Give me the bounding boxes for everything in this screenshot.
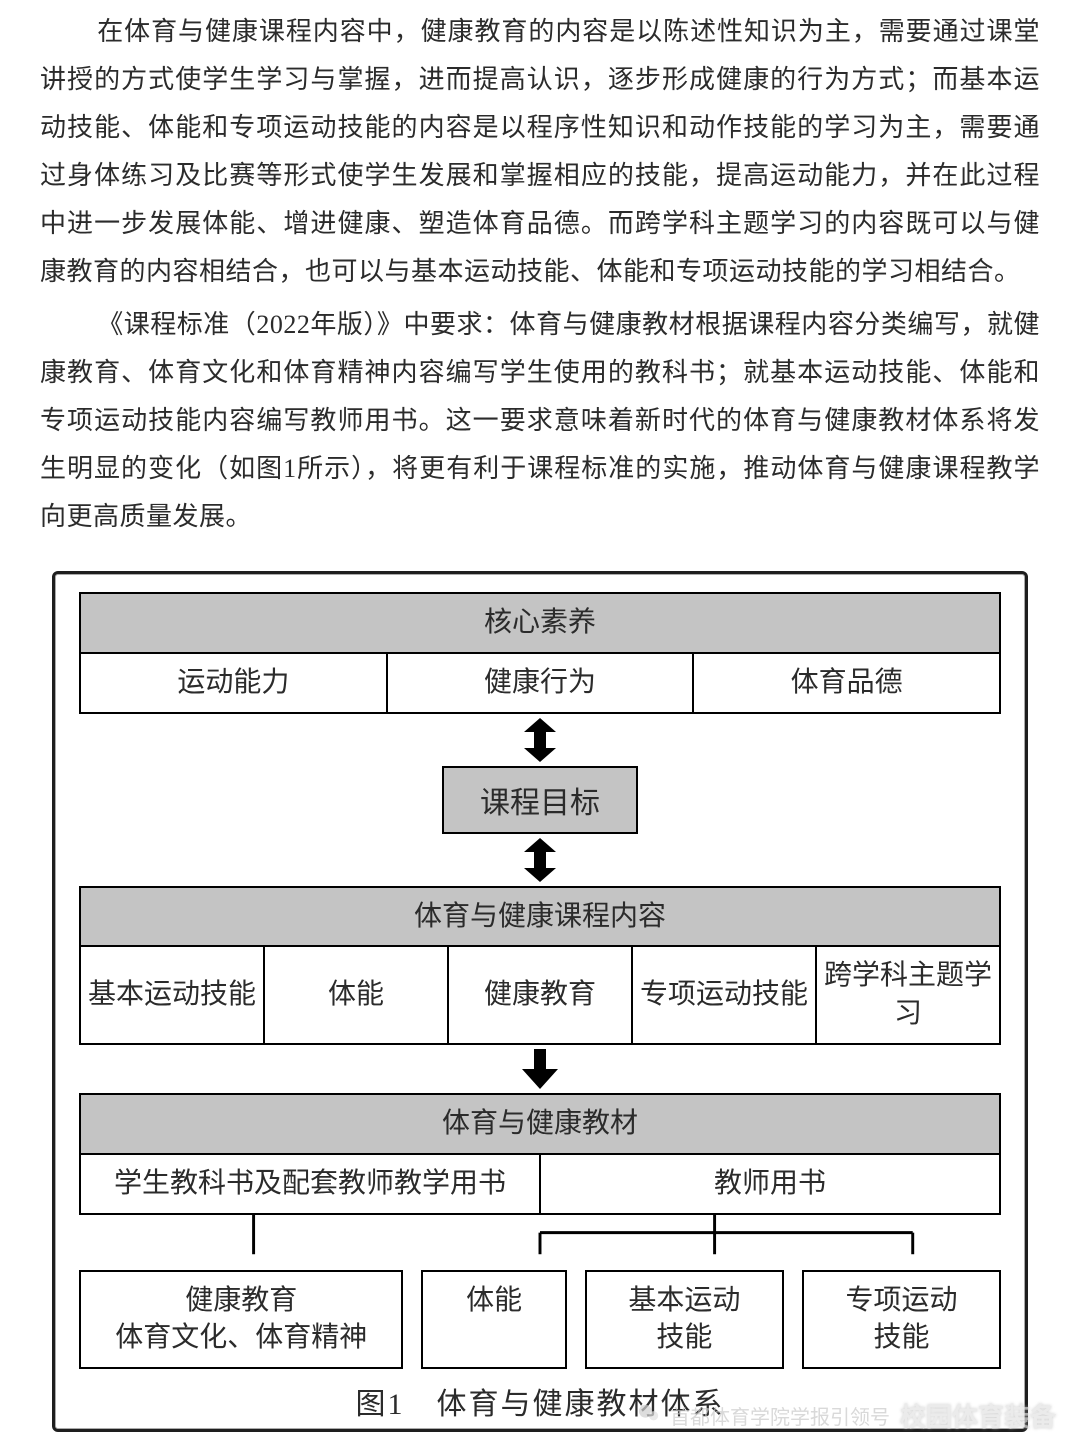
content-cell-3: 健康教育 — [448, 946, 632, 1044]
detail-box-1: 健康教育 体育文化、体育精神 — [79, 1270, 403, 1370]
detail-4-line1: 专项运动 — [845, 1285, 957, 1316]
core-cell-1: 运动能力 — [80, 653, 387, 713]
detail-3-line1: 基本运动 — [628, 1285, 740, 1316]
detail-1-line1: 健康教育 — [185, 1285, 297, 1316]
content-header: 体育与健康课程内容 — [80, 887, 1000, 947]
detail-4-line2: 技能 — [873, 1322, 929, 1353]
arrow-double-1 — [79, 718, 1001, 762]
content-cell-5: 跨学科主题学习 — [816, 946, 1000, 1044]
materials-right-label: 教师用书 — [714, 1168, 826, 1199]
detail-2-line1: 体能 — [466, 1285, 522, 1316]
course-content-block: 体育与健康课程内容 基本运动技能 体能 健康教育 专项运动技能 跨学科主题学习 — [79, 886, 1001, 1045]
materials-header: 体育与健康教材 — [80, 1094, 1000, 1154]
arrow-down-1 — [79, 1049, 1001, 1089]
materials-right: 教师用书 — [540, 1154, 1000, 1214]
detail-1-line2: 体育文化、体育精神 — [115, 1322, 367, 1353]
detail-box-2: 体能 — [421, 1270, 566, 1370]
materials-left: 学生教科书及配套教师教学用书 — [80, 1154, 540, 1214]
content-cell-2: 体能 — [264, 946, 448, 1044]
figure-1: 核心素养 运动能力 健康行为 体育品德 课程目标 — [52, 571, 1028, 1432]
core-literacy-block: 核心素养 运动能力 健康行为 体育品德 — [79, 592, 1001, 714]
core-cell-2: 健康行为 — [387, 653, 694, 713]
detail-box-4: 专项运动 技能 — [802, 1270, 1001, 1370]
detail-3-line2: 技能 — [656, 1322, 712, 1353]
materials-left-label: 学生教科书及配套教师教学用书 — [114, 1168, 506, 1199]
figure-caption: 图1 体育与健康教材体系 — [79, 1379, 1001, 1423]
content-cell-4: 专项运动技能 — [632, 946, 816, 1044]
paragraph-2: 《课程标准（2022年版）》中要求：体育与健康教材根据课程内容分类编写，就健康教… — [40, 301, 1040, 541]
detail-box-3: 基本运动 技能 — [585, 1270, 784, 1370]
arrow-double-2 — [79, 838, 1001, 882]
course-goal-box: 课程目标 — [442, 766, 638, 834]
core-header: 核心素养 — [80, 593, 1000, 653]
detail-boxes-row: 健康教育 体育文化、体育精神 体能 基本运动 技能 专项运动 技能 — [79, 1270, 1001, 1370]
materials-block: 体育与健康教材 学生教科书及配套教师教学用书 教师用书 — [79, 1093, 1001, 1215]
paragraph-1: 在体育与健康课程内容中，健康教育的内容是以陈述性知识为主，需要通过课堂讲授的方式… — [40, 8, 1040, 297]
core-cell-3: 体育品德 — [693, 653, 1000, 713]
content-cell-1: 基本运动技能 — [80, 946, 264, 1044]
branch-connectors — [79, 1215, 1001, 1266]
